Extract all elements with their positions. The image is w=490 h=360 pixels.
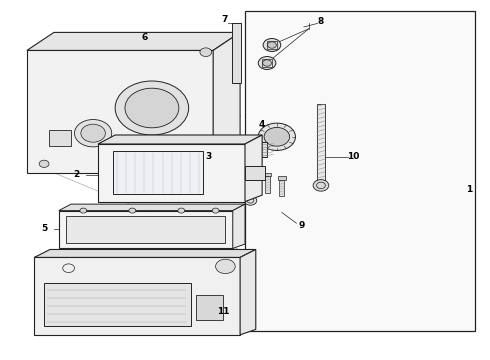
Polygon shape xyxy=(250,176,255,193)
Bar xyxy=(113,151,203,194)
Circle shape xyxy=(268,42,276,48)
Polygon shape xyxy=(278,176,286,180)
Bar xyxy=(196,295,223,320)
Circle shape xyxy=(258,123,295,150)
Bar xyxy=(317,104,325,180)
Circle shape xyxy=(244,196,257,205)
Polygon shape xyxy=(59,211,233,248)
Polygon shape xyxy=(34,249,256,257)
Circle shape xyxy=(264,127,290,146)
Circle shape xyxy=(200,48,212,57)
Polygon shape xyxy=(98,135,262,144)
Polygon shape xyxy=(59,204,245,211)
Text: 8: 8 xyxy=(318,17,324,26)
Circle shape xyxy=(216,259,235,274)
Circle shape xyxy=(39,160,49,167)
Circle shape xyxy=(178,208,185,213)
Polygon shape xyxy=(27,32,240,50)
Text: 11: 11 xyxy=(217,307,229,316)
Bar xyxy=(262,59,272,67)
Bar xyxy=(44,283,191,326)
Circle shape xyxy=(231,145,244,155)
Circle shape xyxy=(74,120,112,147)
Text: 5: 5 xyxy=(41,224,47,233)
Bar xyxy=(267,41,277,49)
Polygon shape xyxy=(245,166,265,180)
Text: 1: 1 xyxy=(466,185,472,194)
Circle shape xyxy=(125,88,179,128)
Circle shape xyxy=(263,60,271,66)
Text: 9: 9 xyxy=(298,220,305,230)
Text: 10: 10 xyxy=(346,152,359,161)
Circle shape xyxy=(81,124,105,142)
Polygon shape xyxy=(27,50,213,173)
Bar xyxy=(49,130,71,146)
Polygon shape xyxy=(245,11,475,331)
Polygon shape xyxy=(34,257,240,335)
Polygon shape xyxy=(243,142,267,157)
Circle shape xyxy=(80,208,87,213)
Circle shape xyxy=(212,208,219,213)
Circle shape xyxy=(129,208,136,213)
Text: 7: 7 xyxy=(221,15,228,24)
Text: 3: 3 xyxy=(205,152,211,161)
Bar xyxy=(66,216,225,243)
Polygon shape xyxy=(98,144,245,202)
Polygon shape xyxy=(248,173,256,176)
Polygon shape xyxy=(263,173,271,176)
Circle shape xyxy=(263,39,281,51)
Polygon shape xyxy=(245,135,262,202)
Text: 6: 6 xyxy=(142,33,147,42)
Polygon shape xyxy=(265,176,270,193)
Polygon shape xyxy=(240,249,256,335)
Polygon shape xyxy=(279,180,284,196)
Circle shape xyxy=(115,81,189,135)
Bar xyxy=(232,23,241,83)
Circle shape xyxy=(313,180,329,191)
Polygon shape xyxy=(213,32,240,173)
Text: 2: 2 xyxy=(73,170,79,179)
Polygon shape xyxy=(233,204,245,248)
Text: 4: 4 xyxy=(259,120,266,129)
Circle shape xyxy=(258,57,276,69)
